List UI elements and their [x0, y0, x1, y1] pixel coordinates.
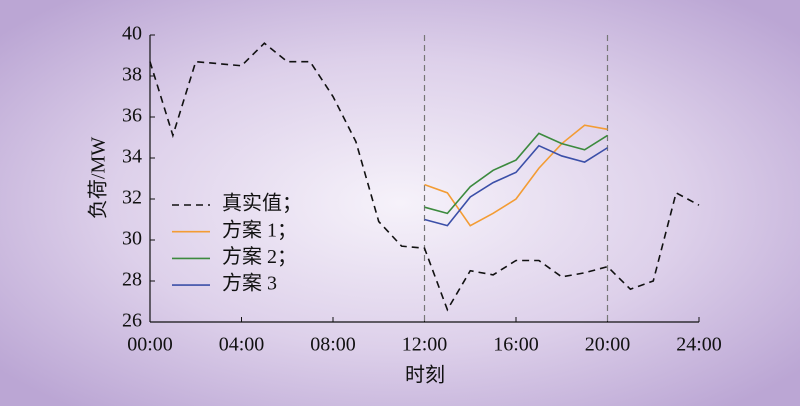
- y-tick-label: 30: [122, 228, 142, 250]
- y-tick-label: 40: [122, 23, 142, 45]
- legend-label: 方案 3: [222, 272, 277, 295]
- y-tick-label: 34: [122, 146, 142, 168]
- x-tick-label: 16:00: [493, 334, 539, 356]
- legend-label: 方案 1；: [222, 218, 297, 241]
- series-line: [149, 42, 700, 312]
- x-tick-label: 20:00: [585, 334, 631, 356]
- legend-label: 真实值；: [222, 192, 302, 215]
- x-tick-label: 12:00: [402, 334, 448, 356]
- x-tick-label: 04:00: [219, 334, 265, 356]
- legend-label: 方案 2；: [222, 245, 297, 268]
- y-tick-label: 36: [122, 105, 142, 127]
- y-tick-label: 32: [122, 187, 142, 209]
- y-tick-label: 38: [122, 64, 142, 86]
- y-tick-label: 26: [122, 310, 142, 332]
- y-tick-label: 28: [122, 269, 142, 291]
- y-axis-label: 负荷/MW: [87, 137, 110, 219]
- x-axis-label: 时刻: [405, 364, 445, 387]
- x-tick-label: 08:00: [310, 334, 356, 356]
- x-tick-label: 24:00: [676, 334, 722, 356]
- x-tick-label: 00:00: [127, 334, 173, 356]
- series-line: [424, 144, 608, 227]
- series-line: [424, 132, 608, 215]
